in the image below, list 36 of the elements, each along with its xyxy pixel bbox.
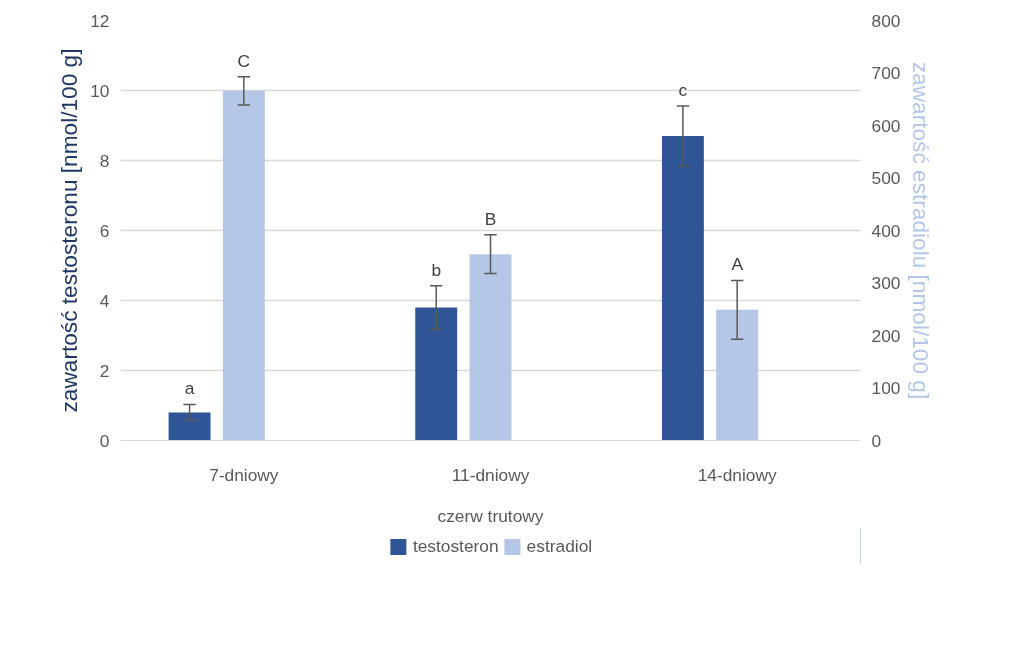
annotation: B	[484, 208, 497, 229]
y2-tick-label: 500	[871, 168, 901, 188]
y-tick-label: 2	[99, 360, 110, 381]
legend-label: testosteron	[412, 535, 499, 557]
legend-label: estradiol	[526, 535, 593, 557]
y-axis-title: zawartość testosteronu [nmol/100 g]	[56, 48, 83, 413]
y2-tick-label: 0	[871, 430, 882, 451]
bar	[469, 254, 512, 441]
bar	[222, 90, 265, 441]
y2-tick-label: 400	[871, 220, 901, 241]
y-tick-label: 10	[90, 80, 110, 101]
y2-tick-label: 700	[871, 63, 901, 83]
bar	[168, 412, 211, 441]
annotation: a	[184, 378, 195, 399]
x-axis-title: czerw trutowy	[437, 505, 544, 526]
annotation: A	[731, 254, 744, 275]
annotation: c	[678, 79, 688, 100]
y2-tick-label: 600	[871, 115, 901, 136]
annotation: C	[237, 50, 251, 71]
y2-tick-label: 200	[871, 325, 901, 346]
y2-tick-label: 300	[871, 273, 901, 293]
y-tick-label: 0	[99, 430, 110, 451]
x-tick-label: 11-dniowy	[451, 464, 530, 485]
x-tick-label: 14-dniowy	[697, 464, 777, 485]
y2-tick-label: 100	[871, 378, 901, 398]
y-tick-label: 4	[99, 290, 110, 311]
y-tick-label: 8	[99, 150, 110, 171]
bar	[716, 309, 759, 441]
annotation: b	[431, 259, 442, 280]
y-tick-label: 12	[90, 10, 110, 31]
y2-tick-label: 800	[871, 10, 901, 31]
y-tick-label: 6	[99, 220, 110, 241]
bar	[415, 307, 458, 441]
y2-axis-title: zawartość estradiolu [nmol/100 g]	[908, 61, 935, 400]
bar	[661, 136, 704, 441]
x-tick-label: 7-dniowy	[209, 464, 279, 485]
